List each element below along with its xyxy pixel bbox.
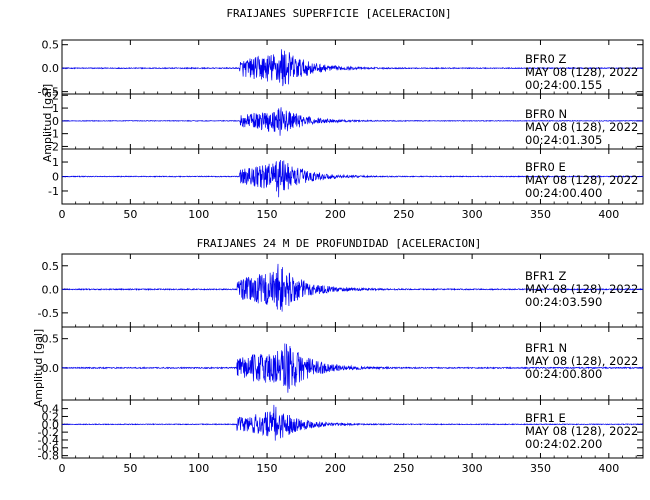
fig1-xtick-label: 0 bbox=[59, 208, 66, 221]
fig2-panel3-waveform bbox=[61, 404, 644, 441]
fig2-panel3-ytick-label: -0.8 bbox=[38, 450, 59, 463]
fig1-panel2-waveform bbox=[61, 107, 644, 136]
fig1-panel2-ytick-label: -1 bbox=[48, 128, 59, 141]
fig1-panel3-ytick-label: -1 bbox=[48, 185, 59, 198]
fig1-panel3-waveform bbox=[61, 159, 644, 198]
fig2-panel2-date-label: MAY 08 (128), 2022 bbox=[525, 354, 638, 368]
fig1-panel1-ytick-label: 0.0 bbox=[42, 62, 60, 75]
fig1-xtick-label: 250 bbox=[393, 208, 414, 221]
fig1-panel3-ytick-label: 1 bbox=[52, 156, 59, 169]
fig2-panel2-ytick-label: 0.0 bbox=[42, 362, 60, 375]
figure-1-ylabel: Amplitud [gal] bbox=[41, 84, 54, 162]
fig2-xtick-label: 400 bbox=[598, 462, 619, 475]
fig2-xtick-label: 100 bbox=[188, 462, 209, 475]
fig2-panel3-date-label: MAY 08 (128), 2022 bbox=[525, 424, 638, 438]
fig1-xtick-label: 100 bbox=[188, 208, 209, 221]
fig2-panel2-waveform bbox=[61, 343, 644, 393]
fig1-panel3-time-label: 00:24:00.400 bbox=[525, 186, 602, 200]
fig1-panel2-ytick-label: 0 bbox=[52, 115, 59, 128]
fig2-xtick-label: 150 bbox=[257, 462, 278, 475]
fig2-panel3-ytick-label: 0.4 bbox=[42, 403, 60, 416]
fig2-panel3-ytick-label: -0.4 bbox=[38, 434, 59, 447]
fig1-xtick-label: 200 bbox=[325, 208, 346, 221]
fig2-panel1-station-label: BFR1 Z bbox=[525, 269, 566, 283]
fig2-panel1-date-label: MAY 08 (128), 2022 bbox=[525, 282, 638, 296]
fig2-panel2-ytick-label: 0.5 bbox=[42, 333, 60, 346]
fig2-panel1-ytick-label: -0.5 bbox=[38, 307, 59, 320]
fig2-xtick-label: 350 bbox=[530, 462, 551, 475]
fig1-panel1-time-label: 00:24:00.155 bbox=[525, 78, 602, 92]
figure-1-title: FRAIJANES SUPERFICIE [ACELERACION] bbox=[226, 7, 451, 20]
fig2-panel2-station-label: BFR1 N bbox=[525, 341, 567, 355]
fig1-xtick-label: 400 bbox=[598, 208, 619, 221]
fig2-panel1-waveform bbox=[61, 263, 644, 312]
fig1-panel1-ytick-label: 0.5 bbox=[42, 39, 60, 52]
fig1-panel2-ytick-label: 2 bbox=[52, 89, 59, 102]
fig2-xtick-label: 200 bbox=[325, 462, 346, 475]
fig2-panel1-ytick-label: 0.0 bbox=[42, 283, 60, 296]
fig1-panel3-station-label: BFR0 E bbox=[525, 160, 566, 174]
fig2-panel3-ytick-label: -0.2 bbox=[38, 426, 59, 439]
fig1-xtick-label: 150 bbox=[257, 208, 278, 221]
fig1-panel2-date-label: MAY 08 (128), 2022 bbox=[525, 120, 638, 134]
fig1-panel3-date-label: MAY 08 (128), 2022 bbox=[525, 173, 638, 187]
fig2-panel3-ytick-label: 0.0 bbox=[42, 418, 60, 431]
fig2-panel3-frame bbox=[61, 399, 644, 459]
fig2-panel2-time-label: 00:24:00.800 bbox=[525, 367, 602, 381]
fig1-panel2-ytick-label: 1 bbox=[52, 102, 59, 115]
fig2-xtick-label: 300 bbox=[462, 462, 483, 475]
fig1-panel2-ytick-label: -2 bbox=[48, 140, 59, 153]
fig1-xtick-label: 50 bbox=[123, 208, 137, 221]
figure-2-title: FRAIJANES 24 M DE PROFUNDIDAD [ACELERACI… bbox=[197, 237, 482, 250]
fig2-panel3-station-label: BFR1 E bbox=[525, 411, 566, 425]
figure-2-ylabel: Amplitud [gal] bbox=[32, 329, 45, 407]
fig2-xtick-label: 250 bbox=[393, 462, 414, 475]
fig1-panel2-time-label: 00:24:01.305 bbox=[525, 133, 602, 147]
fig1-panel1-date-label: MAY 08 (128), 2022 bbox=[525, 65, 638, 79]
fig2-xtick-label: 50 bbox=[123, 462, 137, 475]
fig2-panel3-ytick-label: 0.2 bbox=[42, 410, 60, 423]
fig1-panel2-station-label: BFR0 N bbox=[525, 107, 567, 121]
fig1-panel1-ytick-label: -0.5 bbox=[38, 86, 59, 99]
fig2-panel1-ytick-label: 0.5 bbox=[42, 260, 60, 273]
fig2-panel3-ytick-label: -0.6 bbox=[38, 442, 59, 455]
fig1-xtick-label: 350 bbox=[530, 208, 551, 221]
fig1-xtick-label: 300 bbox=[462, 208, 483, 221]
fig2-xtick-label: 0 bbox=[59, 462, 66, 475]
fig2-panel1-time-label: 00:24:03.590 bbox=[525, 295, 602, 309]
fig1-panel1-station-label: BFR0 Z bbox=[525, 52, 566, 66]
fig2-panel3-time-label: 00:24:02.200 bbox=[525, 437, 602, 451]
fig1-panel3-ytick-label: 0 bbox=[52, 171, 59, 184]
fig1-panel1-waveform bbox=[61, 49, 644, 87]
